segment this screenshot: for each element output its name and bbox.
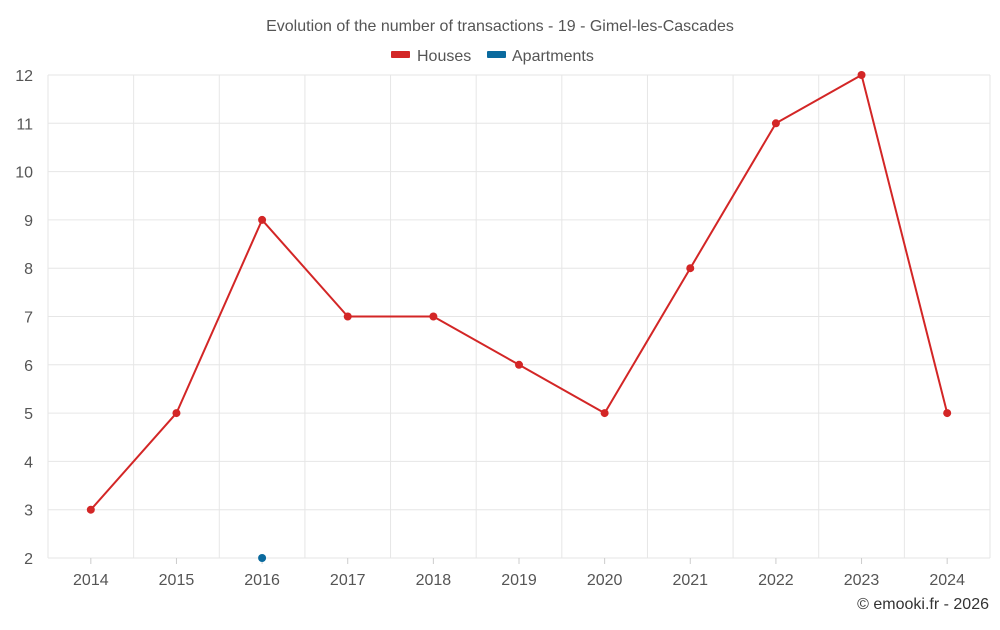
y-tick-label: 3 [24, 503, 33, 520]
legend-swatch-houses [391, 51, 410, 58]
data-point-houses[interactable] [343, 312, 352, 321]
x-tick-label: 2018 [416, 572, 452, 589]
legend: Houses Apartments [391, 48, 594, 65]
data-point-houses[interactable] [429, 312, 438, 321]
x-tick-label: 2021 [672, 572, 708, 589]
series-apartments [258, 554, 267, 562]
x-axis: 2014 2015 2016 2017 2018 2019 2020 2021 2022 2023… [73, 558, 965, 589]
series-layer [86, 71, 952, 562]
data-point-houses[interactable] [943, 409, 952, 418]
y-tick-label: 4 [24, 454, 33, 471]
y-tick-label: 2 [24, 551, 33, 568]
grid [47, 74, 991, 559]
data-point-houses[interactable] [172, 409, 181, 418]
x-tick-label: 2016 [244, 572, 280, 589]
data-point-houses[interactable] [258, 215, 267, 224]
legend-item-houses[interactable]: Houses [391, 48, 471, 65]
legend-label-apartments: Apartments [512, 48, 594, 65]
y-tick-label: 10 [15, 165, 33, 182]
y-tick-label: 9 [24, 213, 33, 230]
x-tick-label: 2017 [330, 572, 366, 589]
data-point-houses[interactable] [600, 409, 609, 418]
y-tick-label: 12 [15, 68, 33, 85]
y-tick-label: 11 [16, 116, 33, 133]
credit-text: © emooki.fr - 2026 [857, 596, 989, 613]
y-tick-label: 8 [24, 261, 33, 278]
x-tick-label: 2022 [758, 572, 794, 589]
y-tick-label: 5 [24, 406, 33, 423]
data-point-houses[interactable] [515, 360, 523, 369]
y-tick-label: 7 [24, 310, 33, 327]
data-point-houses[interactable] [86, 505, 95, 514]
legend-label-houses: Houses [417, 48, 471, 65]
x-tick-label: 2019 [501, 572, 537, 589]
y-tick-label: 6 [24, 358, 33, 375]
data-point-houses[interactable] [857, 71, 866, 79]
x-tick-label: 2014 [73, 572, 109, 589]
x-tick-label: 2020 [587, 572, 623, 589]
legend-item-apartments[interactable]: Apartments [487, 48, 594, 65]
data-point-houses[interactable] [686, 264, 695, 273]
x-tick-label: 2015 [159, 572, 195, 589]
data-point-apartments[interactable] [258, 554, 267, 562]
y-axis: 2 3 4 5 6 7 8 9 10 11 12 [15, 68, 33, 568]
data-point-houses[interactable] [771, 119, 780, 128]
x-tick-label: 2023 [844, 572, 880, 589]
series-houses [86, 71, 952, 514]
legend-swatch-apartments [487, 51, 506, 58]
x-tick-label: 2024 [929, 572, 965, 589]
chart-title: Evolution of the number of transactions … [266, 18, 734, 35]
